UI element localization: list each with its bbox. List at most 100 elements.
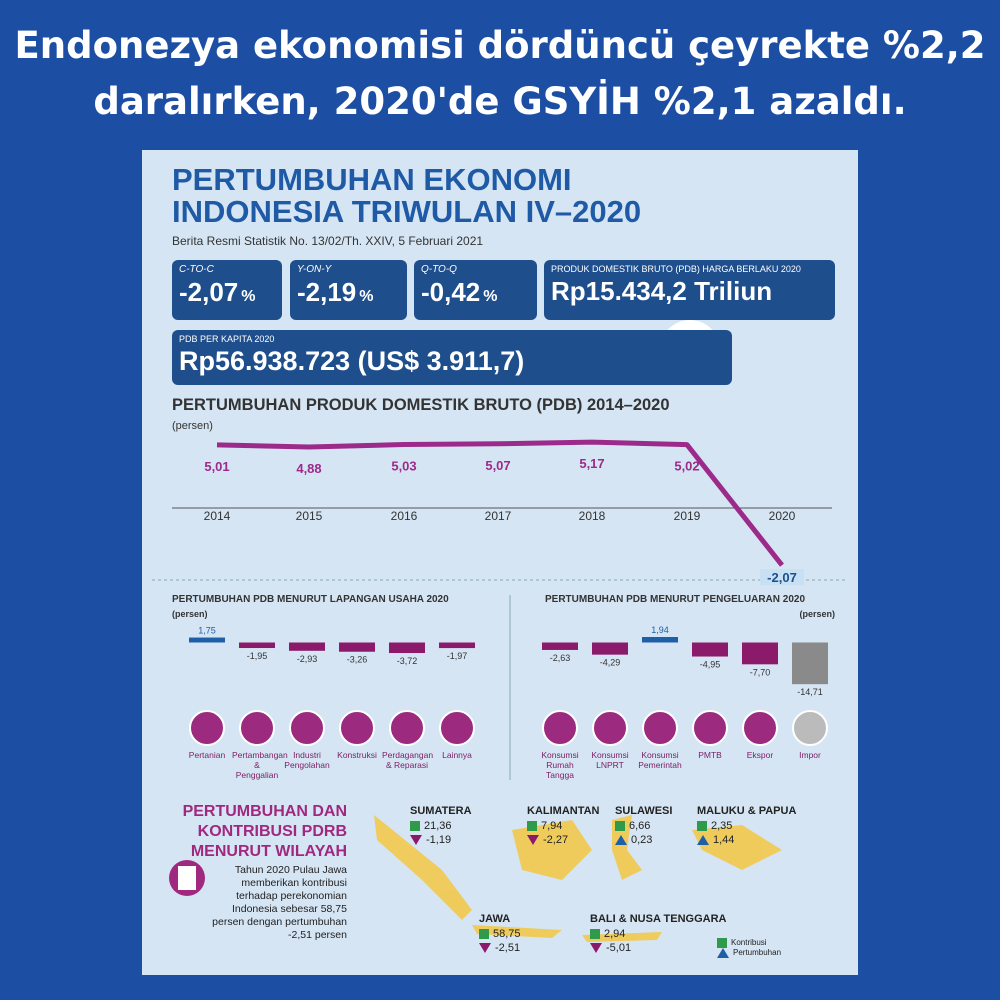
stat-box: C-TO-C -2,07% [172,260,282,320]
headline-line: daralırken, 2020'de GSYİH %2,1 azaldı. [93,80,907,123]
area-kontribusi: 6,66 [615,820,672,832]
bar [289,642,325,651]
title: INDONESIA TRIWULAN IV–2020 [172,194,642,229]
area: BALI & NUSA TENGGARA 2,94 -5,01 [590,913,726,954]
category-icon [542,710,578,746]
stat-label: C-TO-C [179,264,214,275]
x-tick-label: 2020 [769,509,796,523]
area-name: MALUKU & PAPUA [697,805,797,817]
value-label: -3,72 [397,656,418,666]
stat-label: Q-TO-Q [421,264,457,275]
value: 2,94 [604,928,626,940]
stat-box: Y-ON-Y -2,19% [290,260,407,320]
category-label: Konsumsi LNPRT [591,750,629,770]
swatch [615,835,627,846]
clipboard-icon [169,860,205,896]
category-label: Konsumsi Rumah Tangga [541,750,579,780]
area-kontribusi: 2,94 [590,928,726,940]
bar [592,642,628,655]
stat-value: -2,19% [297,277,407,308]
chart-title: PERTUMBUHAN PRODUK DOMESTIK BRUTO (PDB) … [172,396,670,414]
per-capita-label: PDB PER KAPITA 2020 [179,334,275,344]
category-icon [642,710,678,746]
legend: Kontribusi Pertumbuhan [717,938,781,958]
region-title-line: PERTUMBUHAN DAN [182,803,347,820]
title: PERTUMBUHAN EKONOMI [172,162,572,197]
headline: Endonezya ekonomisi dördüncü çeyrekte %2… [0,18,1000,130]
area-pertumbuhan: 1,44 [697,834,796,846]
swatch [479,929,489,940]
headline-line: Endonezya ekonomisi dördüncü çeyrekte %2… [14,24,986,67]
value-label: -14,71 [797,687,823,697]
area-pertumbuhan: 0,23 [615,834,672,846]
area-name: SUMATERA [410,805,472,817]
value: 0,23 [631,834,653,846]
region-note: Tahun 2020 Pulau Jawa memberikan kontrib… [212,864,347,941]
category-icon [189,710,225,746]
x-tick-label: 2018 [579,509,606,523]
value-label: 5,03 [391,458,416,473]
y-axis-label: (persen) [799,609,835,619]
legend-swatch [717,948,729,958]
swatch [697,835,709,846]
stat-value: -0,42% [421,277,537,308]
value-label: 5,01 [204,459,229,474]
region-title-line: MENURUT WILAYAH [190,843,347,860]
value-label: -4,95 [700,660,721,670]
swatch [410,821,420,832]
label-box [760,569,804,586]
area-name: KALIMANTAN [527,805,600,817]
legend-label: Kontribusi [731,938,767,948]
value: -5,01 [606,942,632,954]
value-label: -2,63 [550,653,571,663]
x-tick-label: 2017 [485,509,512,523]
swatch [590,943,602,954]
area: SUMATERA 21,36 -1,19 [410,805,472,846]
swatch [615,821,625,832]
value: -2,27 [543,834,569,846]
unit: % [241,288,256,305]
bar [692,642,728,657]
unit: % [359,288,374,305]
bar [642,637,678,643]
swatch [527,835,539,846]
value: -2,19 [297,277,357,307]
swatch [527,821,537,832]
area-pertumbuhan: -5,01 [590,942,726,954]
area-name: SULAWESI [615,805,673,817]
legend-item: Pertumbuhan [717,948,781,958]
category-label: PMTB [698,750,722,760]
chart-title: PERTUMBUHAN PDB MENURUT PENGELUARAN 2020 [545,594,805,605]
value-label: -1,95 [247,651,268,661]
bar [742,642,778,665]
area-pertumbuhan: -2,51 [479,942,521,954]
value-label: -1,97 [447,651,468,661]
value: 1,44 [713,834,735,846]
value: 6,66 [629,820,651,832]
swatch [479,943,491,954]
value-label: 5,07 [485,458,510,473]
legend-label: Pertumbuhan [733,948,782,958]
per-capita-box: PDB PER KAPITA 2020 Rp56.938.723 (US$ 3.… [172,330,732,385]
bar [542,642,578,650]
swatch [697,821,707,832]
category-label: Konstruksi [337,750,377,760]
source: Berita Resmi Statistik No. 13/02/Th. XXI… [172,234,484,248]
bar [239,642,275,649]
value: -0,42 [421,277,481,307]
stat-label: Y-ON-Y [297,264,332,275]
area: KALIMANTAN 7,94 -2,27 [527,805,600,846]
category-icon [592,710,628,746]
area-name: JAWA [479,913,511,925]
value-label: 5,17 [579,456,604,471]
area: SULAWESI 6,66 0,23 [615,805,672,846]
category-icon [339,710,375,746]
value: 7,94 [541,820,563,832]
category-label: Ekspor [746,750,774,760]
category-label: Industri Pengolahan [284,750,330,770]
line [216,439,784,567]
value: 58,75 [493,928,521,940]
region-title: PERTUMBUHAN DAN KONTRIBUSI PDRB MENURUT … [152,802,347,862]
category-label: Pertanian [188,750,226,760]
